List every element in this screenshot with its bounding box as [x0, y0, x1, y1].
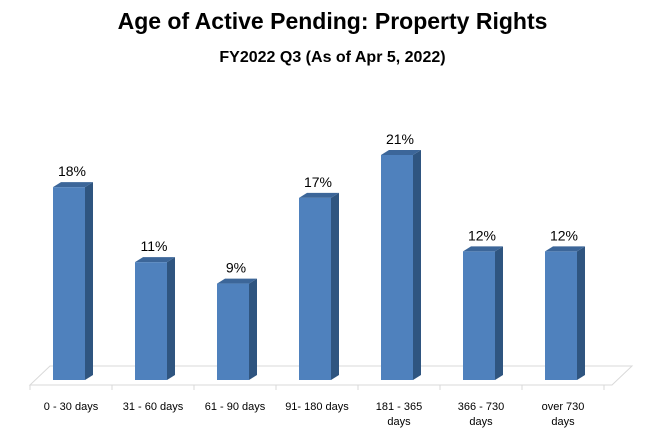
- category-label: 181 - 365: [376, 401, 422, 413]
- data-label: 18%: [58, 163, 86, 179]
- bar-4: [299, 192, 339, 380]
- bar-top: [463, 246, 503, 252]
- bar-top: [217, 278, 257, 284]
- category-label: 366 - 730: [458, 401, 504, 413]
- bar-top: [381, 150, 421, 155]
- data-label: 12%: [468, 227, 496, 243]
- category-label: 91- 180 days: [285, 401, 349, 413]
- bar-side: [413, 150, 421, 380]
- data-labels: 18% 11% 9% 17% 21% 12% 12%: [58, 131, 578, 276]
- category-label: over 730: [542, 401, 585, 413]
- category-axis: 0 - 30 days 31 - 60 days 61 - 90 days 91- 1…: [44, 401, 585, 428]
- data-label: 12%: [550, 227, 578, 243]
- chart-title: Age of Active Pending: Property Rights: [117, 8, 548, 34]
- category-label: days: [551, 416, 575, 428]
- data-label: 17%: [304, 174, 332, 190]
- category-label: 31 - 60 days: [123, 401, 184, 413]
- bar-front: [463, 251, 495, 380]
- bar-side: [495, 246, 503, 380]
- bar-front: [217, 283, 249, 380]
- data-label: 21%: [386, 131, 414, 147]
- bar-front: [545, 251, 577, 380]
- bar-front: [381, 155, 413, 380]
- category-label: days: [469, 416, 493, 428]
- data-label: 9%: [226, 260, 246, 276]
- bar-3: [217, 278, 257, 380]
- bar-side: [249, 278, 257, 380]
- bar-top: [545, 246, 585, 252]
- bar-5: [381, 150, 421, 380]
- bar-series: [53, 150, 585, 380]
- chart-subtitle: FY2022 Q3 (As of Apr 5, 2022): [219, 49, 446, 66]
- bar-7: [545, 246, 585, 380]
- category-label: 61 - 90 days: [205, 401, 266, 413]
- bar-side: [85, 182, 93, 380]
- bar-front: [53, 187, 85, 380]
- bar-front: [135, 262, 167, 380]
- bar-top: [135, 257, 175, 263]
- bar-2: [135, 257, 175, 380]
- category-label: 0 - 30 days: [44, 401, 99, 413]
- bar-top: [299, 192, 339, 198]
- bar-front: [299, 197, 331, 380]
- bar-1: [53, 182, 93, 380]
- bar-top: [53, 182, 93, 188]
- bar-side: [577, 246, 585, 380]
- data-label: 11%: [141, 238, 168, 254]
- category-label: days: [387, 416, 411, 428]
- bar-side: [167, 257, 175, 380]
- bar-6: [463, 246, 503, 380]
- bar-side: [331, 192, 339, 380]
